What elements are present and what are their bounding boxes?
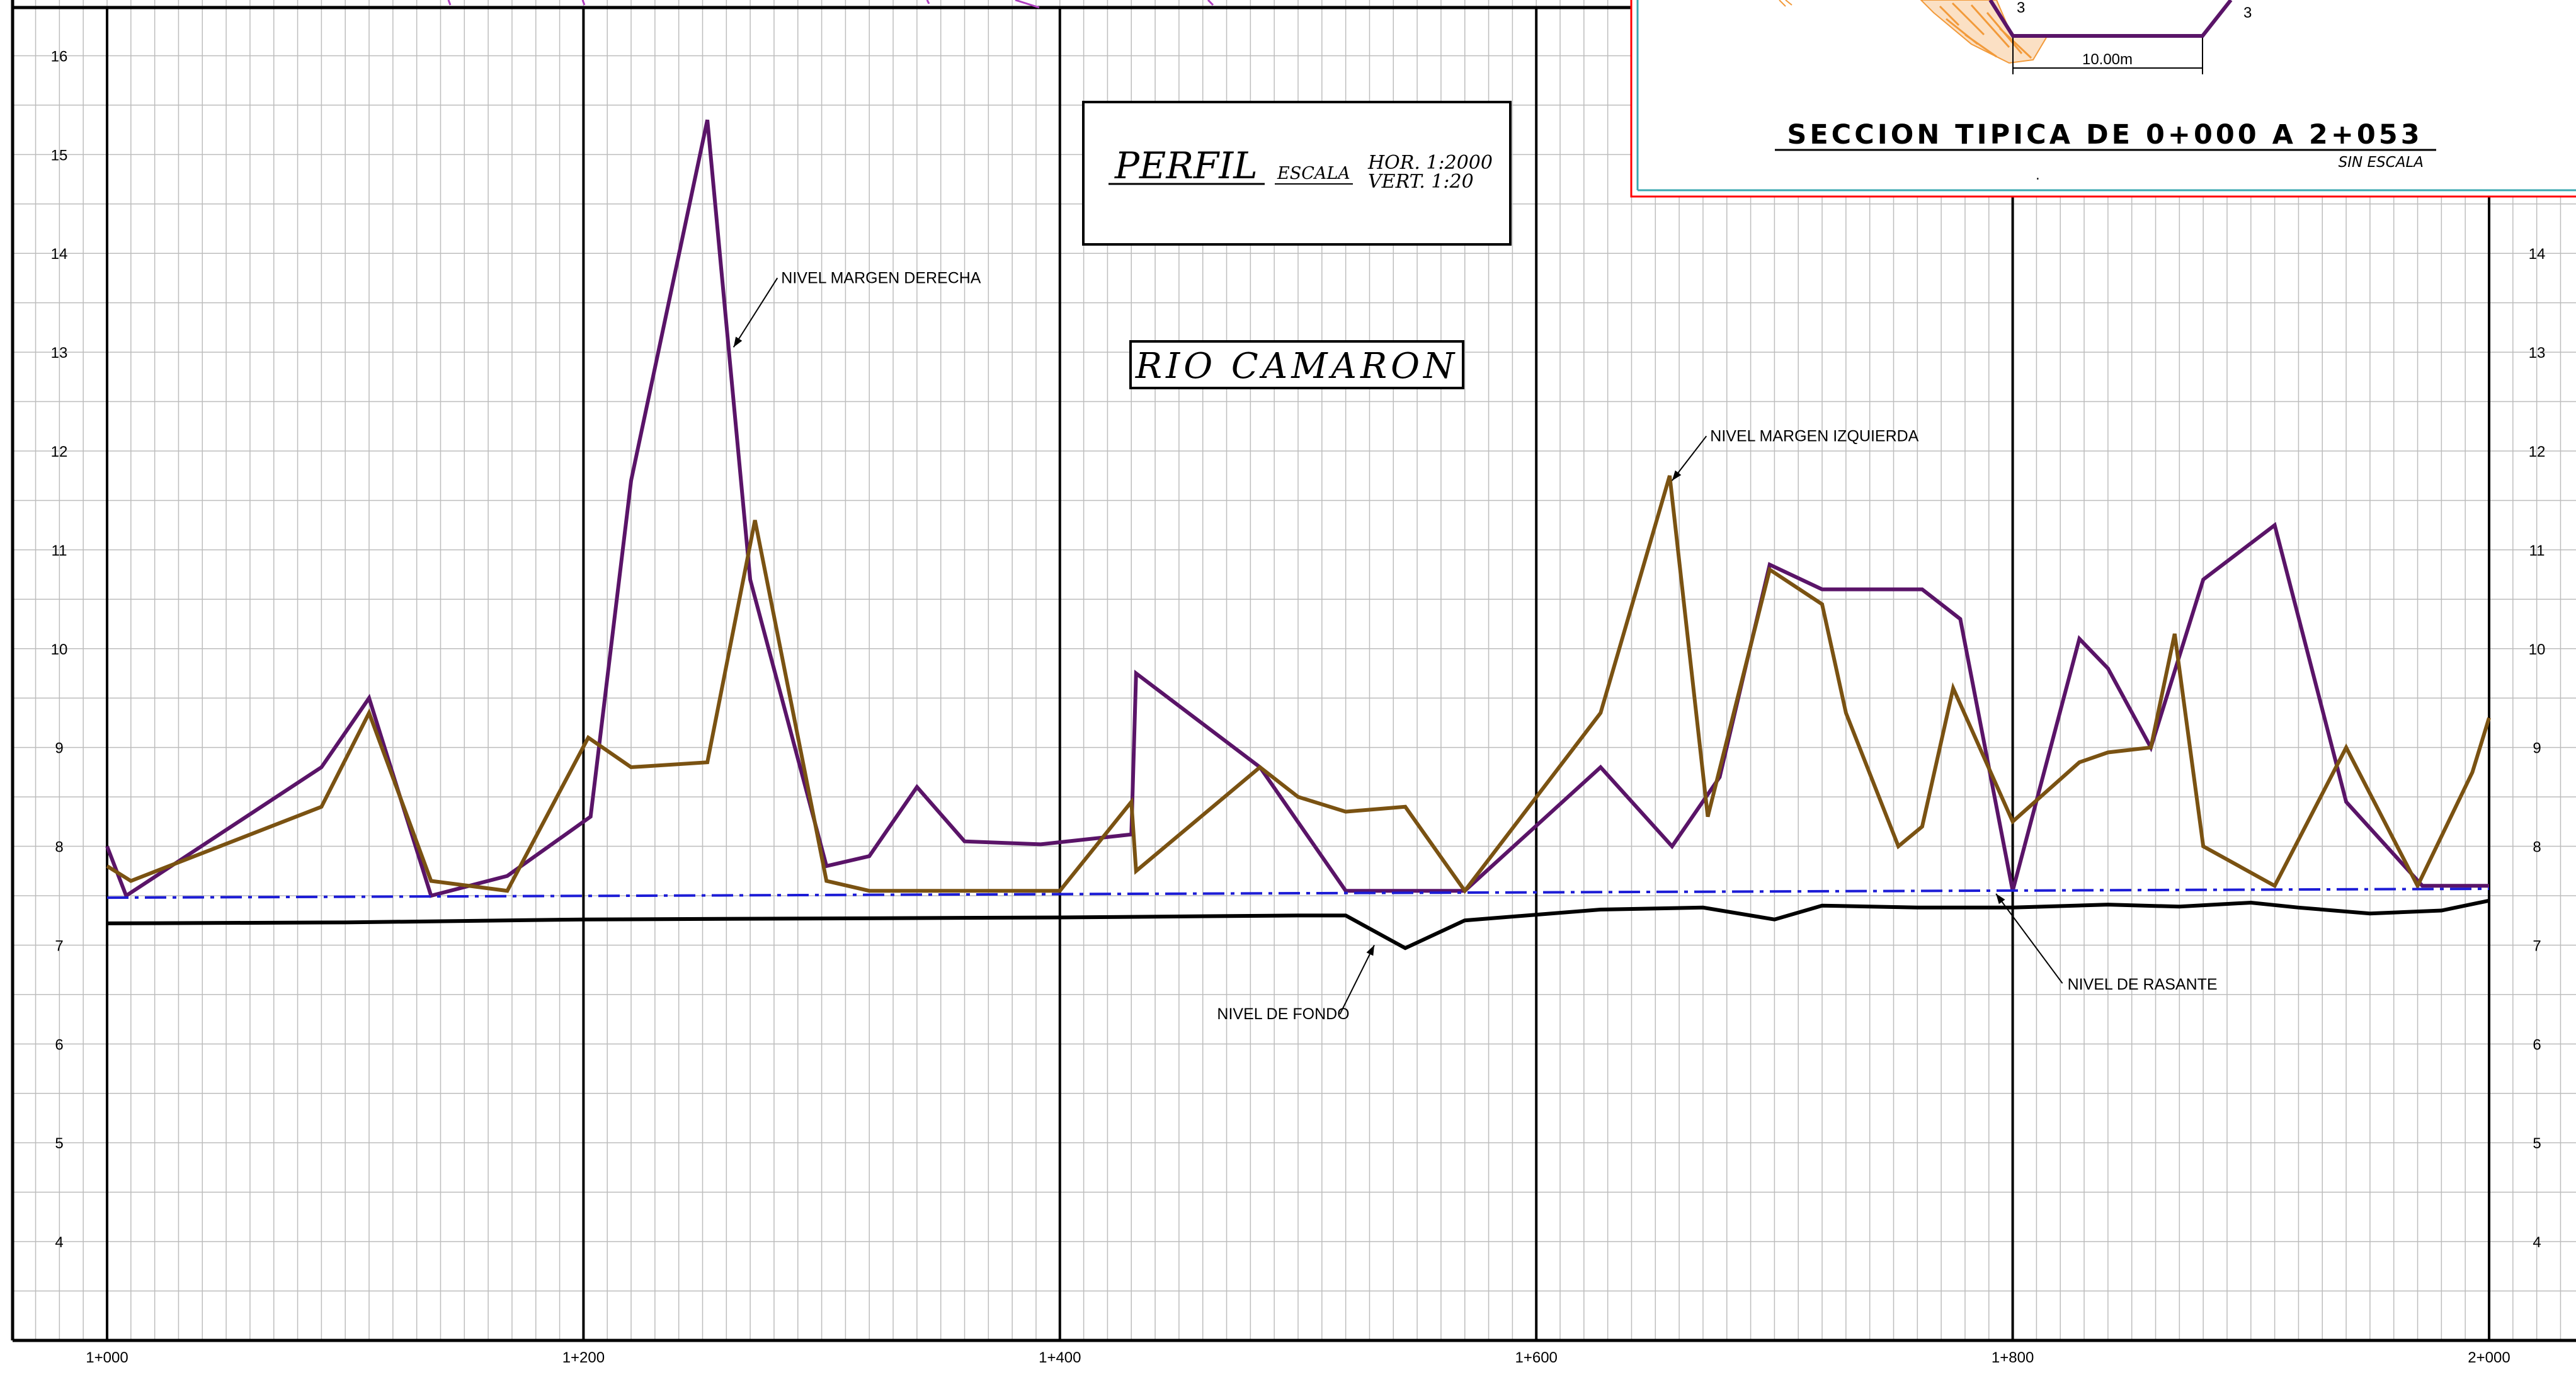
profile-title-frame [1082,101,1512,246]
y-tick-label: 10 [51,641,68,658]
y-tick-label: 13 [51,345,68,362]
y-tick-label: 14 [51,246,68,263]
typical-section-dot: . [2036,166,2040,183]
annotation-label: NIVEL MARGEN IZQUIERDA [1710,427,1918,445]
y-tick-label-right: 6 [2533,1036,2541,1053]
typical-section-title: SECCION TIPICA DE 0+000 A 2+053 [1787,119,2422,151]
typical-section-subtitle: SIN ESCALA [2339,154,2424,171]
series-nivel-margen-izquierda [106,475,2491,894]
river-name-box: RIO CAMARON [1129,340,1464,389]
plot-frame [11,0,2576,1342]
y-tick-label-right: 12 [2529,443,2546,460]
x-tick-label: 1+600 [1515,1349,1557,1366]
typical-section-border [1630,0,2576,198]
annotation-arrowhead [1996,893,2005,905]
y-tick-label-right: 7 [2533,937,2541,954]
annotation-leader [732,277,778,348]
annotation-label: NIVEL DE RASANTE [2068,976,2218,993]
slope-right-label: 3 [2243,4,2252,21]
y-tick-label: 7 [55,937,63,954]
river-name-frame [1129,340,1464,389]
scale-label: ESCALA [1277,164,1350,183]
profile-title-box: PERFIL ESCALA HOR. 1:2000 VERT. 1:20 [1082,101,1512,246]
tick-labels: 4 5 6 7 8 9 10 11 12 13 14 15 16 4 5 6 7 8 9 10 11 12 13 14 1+00… [51,48,2546,1366]
y-tick-label: 6 [55,1036,63,1053]
soil-hatch-small [1779,0,1792,7]
y-tick-label-right: 5 [2533,1135,2541,1152]
x-tick-label: 1+400 [1039,1349,1081,1366]
profile-title: PERFIL [1114,144,1258,187]
y-tick-label: 11 [52,542,67,559]
y-tick-label: 9 [55,740,63,757]
y-tick-label-right: 4 [2533,1234,2541,1251]
y-tick-label-right: 10 [2529,641,2546,658]
series-nivel-de-fondo [106,898,2490,951]
y-tick-label-right: 14 [2529,246,2546,263]
x-tick-label: 1+200 [562,1349,605,1366]
soil-hatch-left-lines [1939,2,2032,59]
annotation-arrowhead [1672,470,1682,481]
annotation-label: NIVEL DE FONDO [1217,1005,1349,1023]
series-nivel-de-rasante [106,888,2490,899]
annotation-arrowhead [1366,945,1374,956]
typical-section-inset: 10.00m 3 3 SECCION TIPICA DE 0+000 A 2+0… [1630,0,2576,198]
top-edge-marks [447,0,1214,9]
y-tick-label-right: 13 [2529,345,2546,362]
y-tick-label: 4 [55,1234,63,1251]
y-tick-label: 15 [51,147,68,164]
x-tick-label: 2+000 [2468,1349,2510,1366]
y-tick-label-right: 11 [2529,542,2545,559]
y-tick-label: 12 [51,443,68,460]
annotation-arrowhead [733,336,743,348]
y-tick-label: 8 [55,839,63,856]
x-tick-label: 1+800 [1992,1349,2034,1366]
series-group [105,119,2491,951]
y-tick-label: 5 [55,1135,63,1152]
bottom-width-label: 10.00m [2082,51,2133,68]
annotation-leader [1995,893,2063,984]
scale-horizontal: HOR. 1:2000 [1367,152,1493,174]
annotation-label: NIVEL MARGEN DERECHA [781,269,981,287]
annotation-leader [1339,944,1375,1015]
x-tick-label: 1+000 [86,1349,128,1366]
y-tick-label-right: 9 [2533,740,2541,757]
y-tick-label-right: 8 [2533,839,2541,856]
y-tick-label: 16 [51,48,68,65]
scale-vertical: VERT. 1:20 [1368,171,1474,193]
river-name: RIO CAMARON [1135,346,1458,387]
channel-section [1988,0,2233,38]
slope-left-label: 3 [2017,0,2025,16]
series-nivel-margen-derecha [105,119,2489,899]
annotations: NIVEL MARGEN DERECHA NIVEL MARGEN IZQUIER… [732,269,2218,1023]
